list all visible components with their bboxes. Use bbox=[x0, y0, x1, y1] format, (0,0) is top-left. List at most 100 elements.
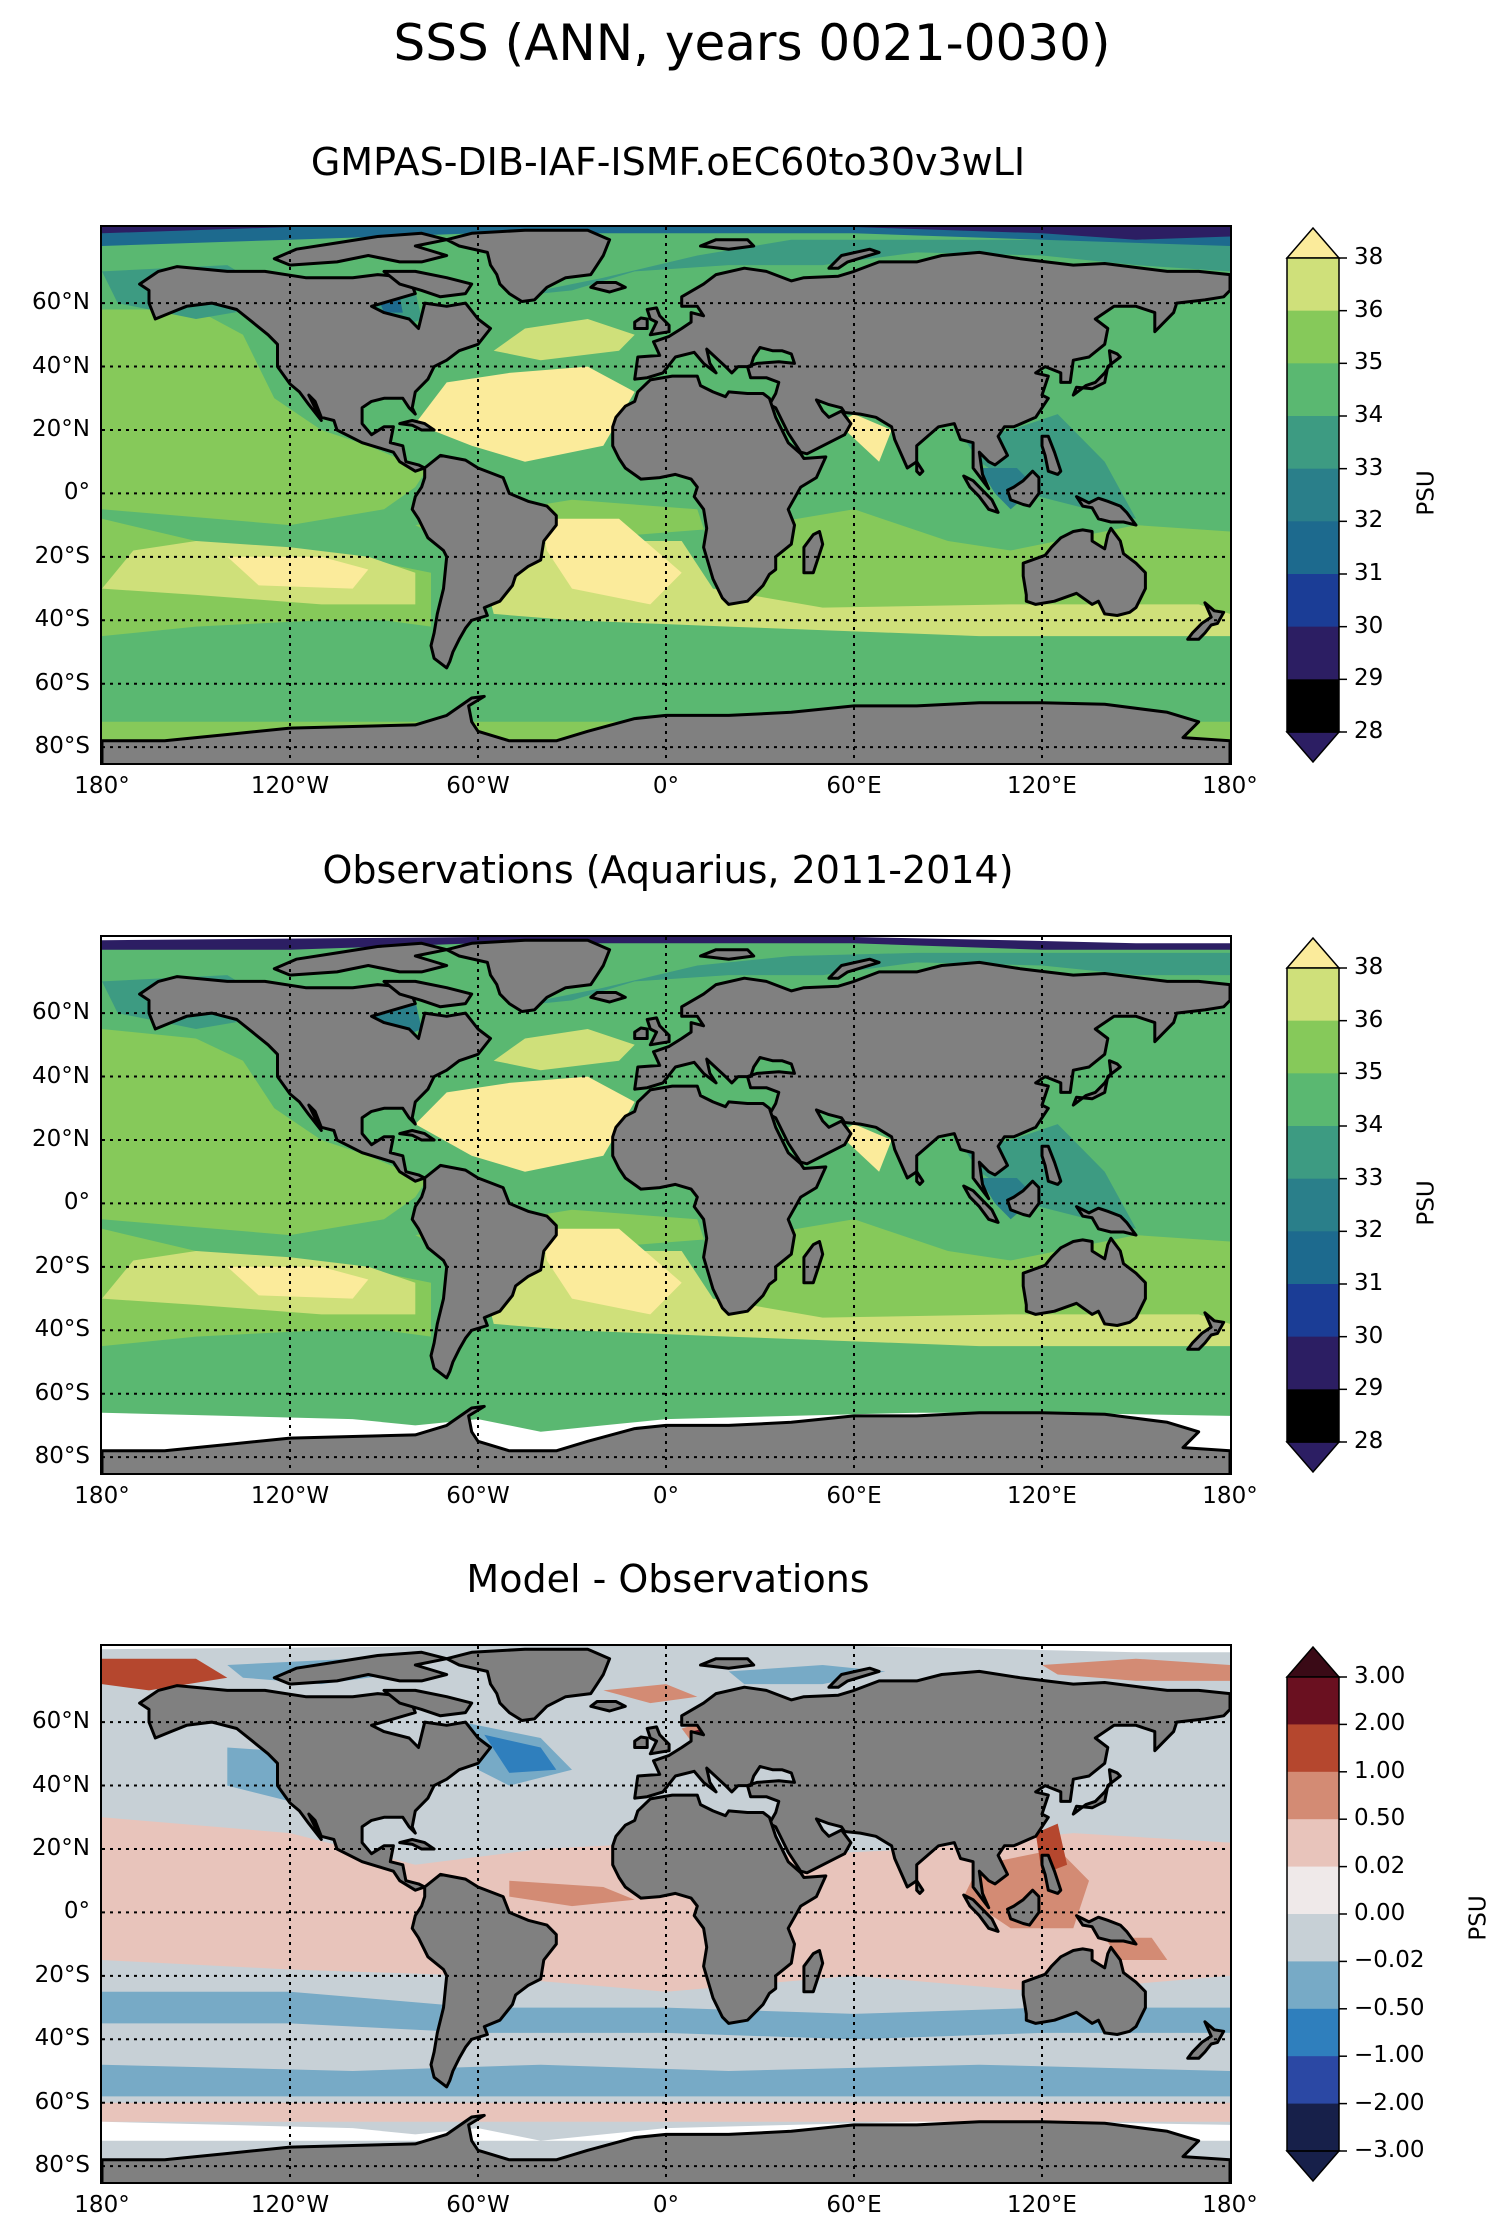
land-new-guinea bbox=[1075, 495, 1138, 527]
lon-tick-label: 180° bbox=[1202, 773, 1258, 799]
model-sss-svg bbox=[102, 227, 1230, 763]
colorbar-tick-label: 36 bbox=[1354, 296, 1384, 323]
colorbar-svg bbox=[1285, 226, 1347, 764]
colorbar-swatch bbox=[1287, 2103, 1339, 2152]
colorbar-tick-label: 2.00 bbox=[1354, 1710, 1406, 1737]
colorbar-tick-label: 0.02 bbox=[1354, 1852, 1406, 1879]
colorbar-tick-label: 38 bbox=[1354, 244, 1384, 270]
lat-tick-label: 40°N bbox=[32, 1062, 90, 1089]
panel-title-obs: Observations (Aquarius, 2011-2014) bbox=[322, 848, 1014, 892]
colorbar-swatch bbox=[1287, 968, 1339, 1022]
diff-contour-region bbox=[509, 1880, 635, 1907]
colorbar-swatch bbox=[1287, 1178, 1339, 1232]
land-philippines bbox=[1040, 1853, 1063, 1895]
diff-svg bbox=[102, 1646, 1230, 2182]
colorbar-tick-label: 34 bbox=[1354, 1112, 1384, 1138]
lat-tick-label: 20°S bbox=[34, 1961, 90, 1988]
land-philippines bbox=[1040, 434, 1063, 476]
colorbar-swatch bbox=[1287, 521, 1339, 575]
lon-tick-label: 0° bbox=[652, 773, 680, 799]
land-cuba bbox=[398, 1838, 436, 1851]
lon-tick-label: 60°W bbox=[446, 773, 510, 799]
model-sss-contour-region bbox=[493, 319, 635, 361]
land-arctic-islands bbox=[272, 1650, 449, 1686]
land-south-america bbox=[410, 1163, 558, 1380]
colorbar-tick-label: −1.00 bbox=[1354, 2042, 1425, 2069]
diff-contour-region bbox=[1042, 1658, 1230, 1681]
land-baffin bbox=[382, 979, 474, 1009]
land-ireland bbox=[633, 1735, 649, 1749]
obs-sss-missing-data bbox=[102, 937, 1230, 944]
colorbar-tick-label: 31 bbox=[1354, 1270, 1384, 1296]
lon-tick-label: 180° bbox=[74, 2192, 130, 2218]
land-south-america bbox=[410, 453, 558, 670]
model-sss-contour-region bbox=[102, 227, 1230, 246]
land-australia bbox=[1021, 1945, 1147, 2036]
colorbar-tick-label: 35 bbox=[1354, 349, 1384, 376]
colorbar-swatch bbox=[1287, 2056, 1339, 2105]
colorbar-tick-label: 38 bbox=[1354, 954, 1384, 980]
colorbar-swatch bbox=[1287, 1724, 1339, 1773]
lat-tick-label: 60°N bbox=[32, 289, 90, 316]
colorbar-tick-label: 32 bbox=[1354, 507, 1384, 534]
lon-tick-label: 60°E bbox=[826, 2192, 882, 2218]
colorbar-tick-label: 3.00 bbox=[1354, 1663, 1406, 1689]
colorbar-swatch bbox=[1287, 1126, 1339, 1180]
colorbar-swatch bbox=[1287, 1771, 1339, 1820]
colorbar-extend-max bbox=[1285, 226, 1341, 259]
colorbar-svg bbox=[1285, 1645, 1347, 2183]
colorbar-tick-label: −2.00 bbox=[1354, 2089, 1425, 2116]
land-novaya-zemlya bbox=[827, 247, 881, 270]
colorbar-tick-label: 32 bbox=[1354, 1217, 1384, 1244]
colorbar-tick-label: −3.00 bbox=[1354, 2137, 1425, 2163]
land-sumatra bbox=[962, 474, 1000, 514]
land-sri-lanka bbox=[915, 1879, 925, 1895]
land-sumatra bbox=[962, 1893, 1000, 1933]
panel-title-model: GMPAS-DIB-IAF-ISMF.oEC60to30v3wLI bbox=[310, 140, 1026, 184]
lon-tick-label: 60°E bbox=[826, 773, 882, 799]
lat-tick-label: 20°N bbox=[32, 415, 90, 442]
land-sri-lanka bbox=[915, 1170, 925, 1186]
colorbar-swatch bbox=[1287, 1231, 1339, 1285]
lat-tick-label: 60°S bbox=[34, 1379, 90, 1406]
land-japan bbox=[1071, 1768, 1122, 1816]
land-africa bbox=[611, 1793, 828, 2025]
land-japan bbox=[1071, 349, 1122, 397]
lat-tick-label: 0° bbox=[63, 1898, 90, 1925]
colorbar-sss-obs bbox=[1285, 936, 1347, 1474]
colorbar-extend-min bbox=[1285, 2150, 1341, 2183]
diff-contour-region bbox=[1104, 1937, 1168, 1960]
model-sss-contour-region bbox=[509, 239, 1230, 297]
model-sss-contour-region bbox=[415, 366, 635, 462]
colorbar-tick-label: 0.50 bbox=[1354, 1805, 1406, 1832]
colorbar-extend-max bbox=[1285, 936, 1341, 969]
colorbar-swatch bbox=[1287, 1284, 1339, 1338]
colorbar-swatch bbox=[1287, 679, 1339, 733]
colorbar-sss-model bbox=[1285, 226, 1347, 764]
lon-tick-label: 120°W bbox=[250, 773, 330, 799]
land-new-zealand bbox=[1186, 1311, 1226, 1351]
lat-tick-label: 80°S bbox=[34, 1443, 90, 1470]
land-greenland bbox=[445, 228, 612, 303]
obs-sss-contour-region bbox=[493, 1029, 635, 1071]
land-eurasia bbox=[633, 1669, 1230, 1910]
lon-tick-label: 120°W bbox=[250, 1483, 330, 1509]
land-north-america bbox=[138, 975, 492, 1183]
land-australia bbox=[1021, 526, 1147, 617]
diff-contour-region bbox=[102, 1658, 228, 1691]
lat-tick-label: 40°N bbox=[32, 352, 90, 379]
land-greenland bbox=[445, 938, 612, 1013]
land-japan bbox=[1071, 1059, 1122, 1107]
colorbar-tick-label: 28 bbox=[1354, 718, 1384, 744]
land-madagascar bbox=[802, 1240, 825, 1285]
land-cuba bbox=[398, 1129, 436, 1142]
land-ireland bbox=[633, 316, 649, 330]
colorbar-tick-label: −0.50 bbox=[1354, 1994, 1425, 2021]
land-new-zealand bbox=[1186, 2020, 1226, 2060]
diff-missing-data bbox=[102, 1646, 1230, 1653]
colorbar-swatch bbox=[1287, 1914, 1339, 1962]
colorbar-swatch bbox=[1287, 1961, 1339, 2010]
colorbar-swatch bbox=[1287, 1020, 1339, 1074]
lat-tick-label: 20°N bbox=[32, 1834, 90, 1861]
model-sss-contour-region bbox=[227, 556, 369, 589]
